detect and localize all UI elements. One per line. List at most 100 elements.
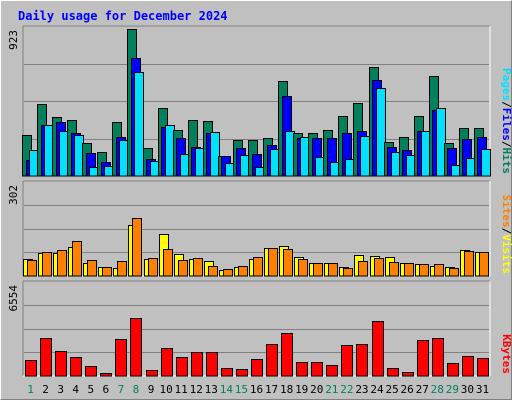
x-tick-label-30: 30	[461, 383, 474, 396]
bar-pages-day-31	[481, 149, 491, 177]
x-tick-label-9: 9	[148, 383, 155, 396]
x-tick-label-29: 29	[446, 383, 459, 396]
bar-sites-day-29	[449, 268, 459, 277]
bar-sites-day-15	[238, 266, 248, 277]
bar-kbytes-day-22	[341, 345, 353, 377]
bar-kbytes-day-31	[477, 358, 489, 377]
legend-separator: /	[500, 141, 512, 148]
series-legend: Sites/Visits	[500, 195, 512, 275]
panel-hits-files-pages: 923 Pages/Files/Hits	[7, 25, 512, 177]
x-tick-label-1: 1	[27, 383, 34, 396]
bar-sites-day-27	[419, 264, 429, 277]
bar-kbytes-day-8	[130, 318, 142, 377]
bar-kbytes-day-29	[447, 363, 459, 377]
bar-sites-day-2	[42, 252, 52, 277]
x-tick-label-21: 21	[325, 383, 338, 396]
bar-sites-day-8	[132, 218, 142, 277]
bar-pages-day-23	[360, 136, 370, 177]
x-tick-label-6: 6	[103, 383, 110, 396]
x-tick-label-16: 16	[250, 383, 263, 396]
x-tick-label-11: 11	[175, 383, 188, 396]
bar-kbytes-day-6	[100, 373, 112, 377]
bar-sites-day-16	[253, 257, 263, 277]
bar-sites-day-21	[328, 263, 338, 277]
x-tick-label-2: 2	[42, 383, 49, 396]
bar-kbytes-day-18	[281, 333, 293, 377]
bar-sites-day-31	[479, 252, 489, 277]
legend-files: Files	[500, 108, 512, 141]
bar-pages-day-28	[436, 108, 446, 177]
bar-kbytes-day-3	[55, 351, 67, 377]
bar-kbytes-day-28	[432, 338, 444, 377]
bar-kbytes-day-14	[221, 368, 233, 377]
bar-sites-day-22	[343, 268, 353, 277]
x-tick-label-19: 19	[295, 383, 308, 396]
bar-kbytes-day-9	[146, 370, 158, 377]
x-tick-label-20: 20	[310, 383, 323, 396]
y-max-label: 302	[7, 185, 20, 205]
bar-kbytes-day-30	[462, 356, 474, 377]
bar-pages-day-24	[376, 88, 386, 177]
bar-sites-day-13	[208, 266, 218, 277]
legend-separator: /	[500, 228, 512, 235]
x-tick-label-8: 8	[133, 383, 140, 396]
bar-sites-day-20	[313, 263, 323, 277]
bar-sites-day-26	[404, 263, 414, 277]
y-max-label: 923	[7, 30, 20, 50]
y-max-label: 6554	[7, 285, 20, 312]
x-tick-label-10: 10	[159, 383, 172, 396]
x-tick-label-4: 4	[72, 383, 79, 396]
bar-sites-day-10	[163, 249, 173, 277]
bar-kbytes-day-5	[85, 366, 97, 377]
legend-pages: Pages	[500, 68, 512, 101]
bar-sites-day-7	[117, 261, 127, 277]
bar-kbytes-day-2	[40, 338, 52, 377]
bar-sites-day-24	[374, 258, 384, 277]
bar-kbytes-day-20	[311, 362, 323, 377]
bar-sites-day-30	[464, 251, 474, 277]
bar-sites-day-5	[87, 260, 97, 277]
bar-kbytes-day-7	[115, 339, 127, 377]
x-tick-label-15: 15	[235, 383, 248, 396]
bar-kbytes-day-25	[387, 368, 399, 377]
bar-sites-day-6	[102, 267, 112, 277]
bar-sites-day-14	[223, 269, 233, 277]
bar-kbytes-day-23	[356, 344, 368, 377]
bar-kbytes-day-16	[251, 359, 263, 377]
bar-pages-day-13	[210, 132, 220, 177]
bar-sites-day-12	[193, 258, 203, 277]
x-tick-label-23: 23	[355, 383, 368, 396]
x-axis-labels: 1 2 3 4 5 6 7 8 9 10 11 12 13 14 15 16 17 18 19 20 21 22 23 24 2…	[27, 383, 489, 396]
x-tick-label-13: 13	[205, 383, 218, 396]
series-legend: KBytes	[500, 334, 512, 374]
bar-kbytes-day-17	[266, 344, 278, 377]
chart-panels: 923 Pages/Files/Hits 302 Sites/Visits 6554 KB…	[7, 25, 512, 377]
bar-kbytes-day-13	[206, 352, 218, 377]
x-tick-label-27: 27	[416, 383, 429, 396]
bar-kbytes-day-24	[372, 321, 384, 377]
x-tick-label-5: 5	[87, 383, 94, 396]
panel-kbytes: 6554 KBytes	[7, 280, 512, 377]
bar-kbytes-day-26	[402, 372, 414, 377]
x-tick-label-28: 28	[431, 383, 444, 396]
bar-kbytes-day-21	[326, 365, 338, 377]
legend-separator: /	[500, 101, 512, 108]
legend-kbytes: KBytes	[500, 334, 512, 374]
bar-sites-day-11	[178, 260, 188, 277]
bar-sites-day-18	[283, 249, 293, 277]
panel-visits-sites: 302 Sites/Visits	[7, 180, 512, 277]
bar-sites-day-28	[434, 264, 444, 277]
x-tick-label-25: 25	[385, 383, 398, 396]
x-tick-label-26: 26	[401, 383, 414, 396]
bar-sites-day-23	[358, 261, 368, 277]
chart-title: Daily usage for December 2024	[18, 9, 228, 23]
bar-kbytes-day-19	[296, 362, 308, 377]
bar-kbytes-day-4	[70, 357, 82, 377]
x-tick-label-17: 17	[265, 383, 278, 396]
series-legend: Pages/Files/Hits	[500, 68, 512, 174]
x-tick-label-24: 24	[370, 383, 384, 396]
bar-sites-day-17	[268, 248, 278, 277]
x-tick-label-12: 12	[190, 383, 203, 396]
x-tick-label-18: 18	[280, 383, 293, 396]
